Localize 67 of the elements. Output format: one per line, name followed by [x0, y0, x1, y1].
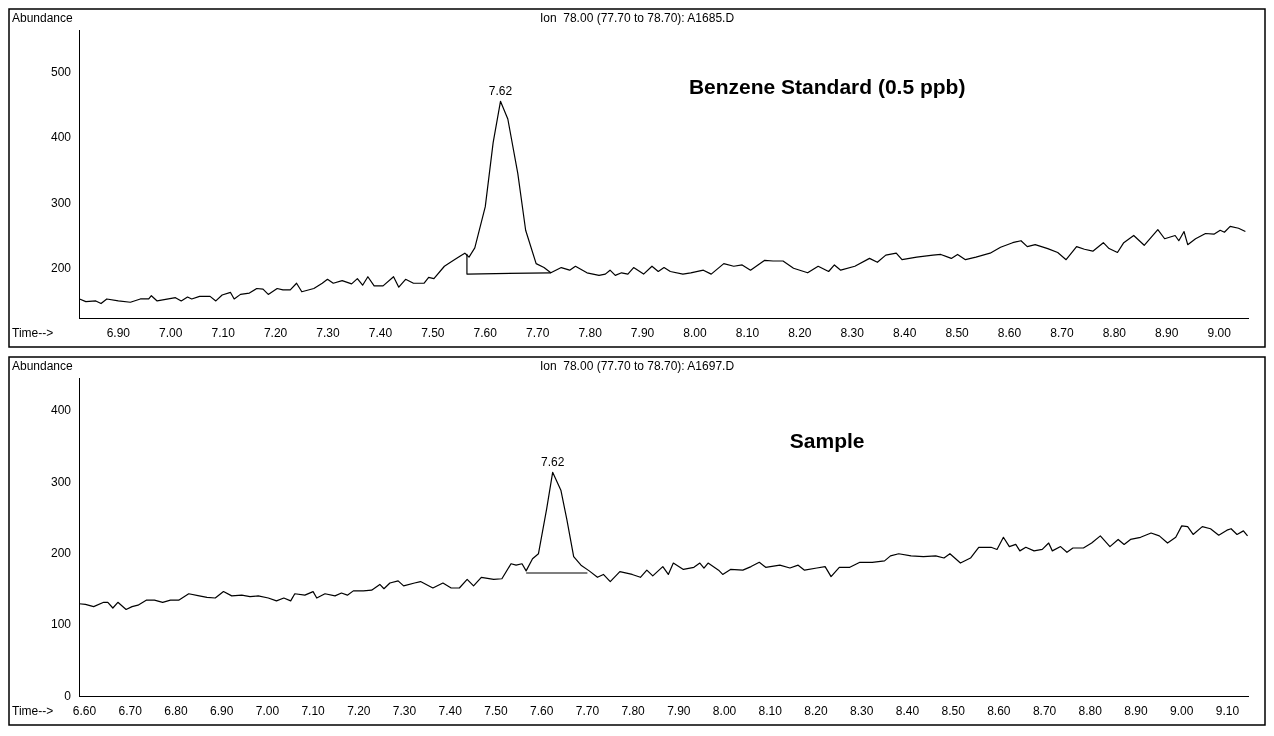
x-tick-label: 7.10	[301, 704, 326, 719]
x-tick-label: 8.60	[987, 704, 1011, 719]
y-tick-label: 100	[50, 617, 72, 632]
x-tick-label: 7.80	[578, 326, 603, 341]
x-tick-label: 8.00	[712, 704, 737, 719]
x-tick-label: 8.30	[840, 326, 865, 341]
x-tick-label: 9.10	[1215, 704, 1240, 719]
annotation: 7.62	[488, 83, 513, 98]
x-tick-label: 8.80	[1102, 326, 1127, 341]
x-tick-label: 6.90	[209, 704, 234, 719]
y-tick-label: 400	[50, 130, 72, 145]
y-tick-label: 200	[50, 261, 72, 276]
x-tick-label: 8.10	[735, 326, 760, 341]
x-tick-label: 8.50	[945, 326, 970, 341]
x-tick-label: 8.20	[804, 704, 828, 719]
x-tick-label: 7.90	[667, 704, 691, 719]
y-tick-label: 300	[50, 474, 72, 489]
x-tick-label: 8.50	[941, 704, 966, 719]
x-tick-label: 7.90	[630, 326, 655, 341]
x-tick-label: 7.70	[526, 326, 550, 341]
x-tick-label: 6.80	[164, 704, 188, 719]
x-tick-label: 8.60	[997, 326, 1022, 341]
chart-title: Ion 78.00 (77.70 to 78.70): A1685.D	[539, 11, 735, 26]
x-tick-label: 7.00	[159, 326, 183, 341]
x-tick-label: 7.40	[438, 704, 463, 719]
x-tick-label: 7.00	[255, 704, 280, 719]
annotation: Benzene Standard (0.5 ppb)	[688, 74, 966, 98]
x-tick-label: 9.00	[1207, 326, 1232, 341]
x-tick-label: 8.70	[1032, 704, 1057, 719]
x-tick-label: 6.70	[118, 704, 143, 719]
y-tick-label: 0	[64, 688, 72, 703]
y-tick-label: 300	[50, 195, 72, 210]
x-tick-label: 7.60	[473, 326, 498, 341]
x-tick-label: 7.20	[347, 704, 371, 719]
y-tick-label: 500	[50, 64, 72, 79]
x-tick-label: 8.90	[1124, 704, 1148, 719]
annotation: 7.62	[540, 454, 565, 469]
x-tick-label: 7.80	[621, 704, 646, 719]
y-tick-label: 400	[50, 403, 72, 418]
x-tick-label: 7.10	[211, 326, 236, 341]
x-tick-label: 6.60	[72, 704, 97, 719]
y-tick-label: 200	[50, 546, 72, 561]
x-tick-label: 7.30	[316, 326, 341, 341]
x-tick-label: 8.40	[895, 704, 920, 719]
x-tick-label: 7.70	[575, 704, 600, 719]
x-tick-label: 9.00	[1170, 704, 1194, 719]
x-tick-label: 8.00	[683, 326, 707, 341]
x-tick-label: 8.40	[892, 326, 917, 341]
y-axis-title: Abundance	[12, 359, 74, 374]
x-axis-title: Time-->	[12, 703, 54, 718]
x-tick-label: 6.90	[106, 326, 131, 341]
x-tick-label: 8.30	[850, 704, 874, 719]
x-tick-label: 8.10	[758, 704, 783, 719]
x-tick-label: 8.90	[1155, 326, 1179, 341]
annotation: Sample	[789, 428, 865, 452]
x-tick-label: 7.30	[392, 704, 417, 719]
y-axis-title: Abundance	[12, 11, 74, 26]
x-tick-label: 7.20	[263, 326, 288, 341]
chart-title: Ion 78.00 (77.70 to 78.70): A1697.D	[539, 359, 735, 374]
x-tick-label: 8.70	[1050, 326, 1074, 341]
x-tick-label: 8.20	[788, 326, 812, 341]
x-axis-title: Time-->	[12, 325, 54, 340]
x-tick-label: 7.50	[421, 326, 445, 341]
x-tick-label: 7.40	[368, 326, 393, 341]
x-tick-label: 8.80	[1078, 704, 1103, 719]
x-tick-label: 7.60	[530, 704, 554, 719]
x-tick-label: 7.50	[484, 704, 508, 719]
